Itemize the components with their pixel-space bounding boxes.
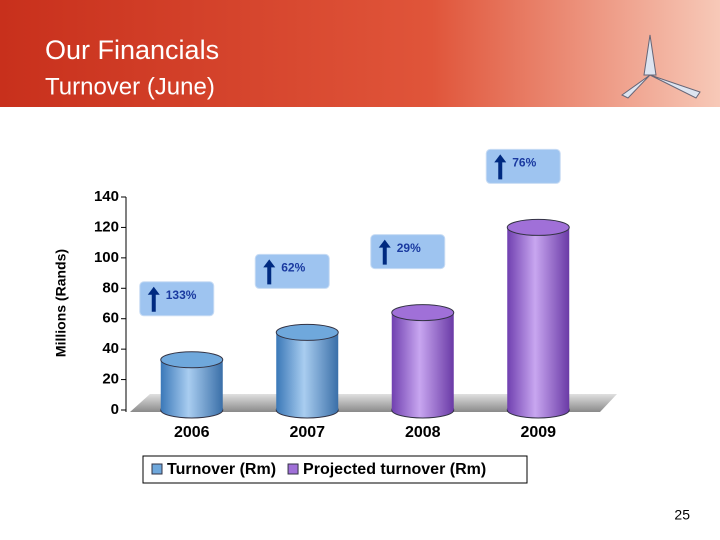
legend-label: Projected turnover (Rm) xyxy=(303,461,486,478)
legend-swatch xyxy=(151,463,163,475)
bar xyxy=(391,312,454,410)
annotation-label: 62% xyxy=(281,261,305,275)
cylinder-top xyxy=(391,304,455,322)
y-tick-label: 20 xyxy=(102,371,119,388)
annotation-box xyxy=(370,234,446,270)
x-tick-label: 2007 xyxy=(289,424,325,441)
annotation-label: 29% xyxy=(397,241,421,255)
slide-title: Our Financials xyxy=(45,35,219,65)
annotation-arrow xyxy=(378,239,391,265)
y-axis-label: Millions (Rands) xyxy=(53,249,69,357)
logo xyxy=(621,34,701,99)
y-tick-label: 60 xyxy=(102,310,119,327)
cylinder-top xyxy=(160,351,224,369)
page-number: 25 xyxy=(674,507,690,523)
legend-label: Turnover (Rm) xyxy=(167,461,276,478)
bar xyxy=(507,227,570,410)
y-tick-label: 40 xyxy=(102,340,119,357)
cylinder-top xyxy=(506,218,570,236)
annotation-label: 133% xyxy=(166,288,197,302)
annotation-arrow xyxy=(147,286,160,312)
x-tick-label: 2008 xyxy=(405,424,441,441)
y-tick-label: 100 xyxy=(94,249,119,266)
y-tick-label: 120 xyxy=(94,218,119,235)
x-tick-label: 2009 xyxy=(520,424,556,441)
annotation-box xyxy=(139,281,215,317)
legend xyxy=(142,455,528,484)
annotation-box xyxy=(485,148,561,184)
legend-swatch xyxy=(287,463,299,475)
x-tick-label: 2006 xyxy=(174,424,210,441)
y-tick-label: 140 xyxy=(94,188,119,205)
y-tick-label: 80 xyxy=(102,279,119,296)
cylinder-top xyxy=(275,323,339,341)
annotation-label: 76% xyxy=(512,156,536,170)
chart-floor xyxy=(130,394,617,412)
annotation-arrow xyxy=(263,259,276,285)
slide-subtitle: Turnover (June) xyxy=(45,73,215,100)
y-tick-label: 0 xyxy=(111,401,119,418)
header-band xyxy=(0,0,720,107)
annotation-box xyxy=(254,253,330,289)
bar xyxy=(276,332,339,410)
annotation-arrow xyxy=(494,154,507,180)
